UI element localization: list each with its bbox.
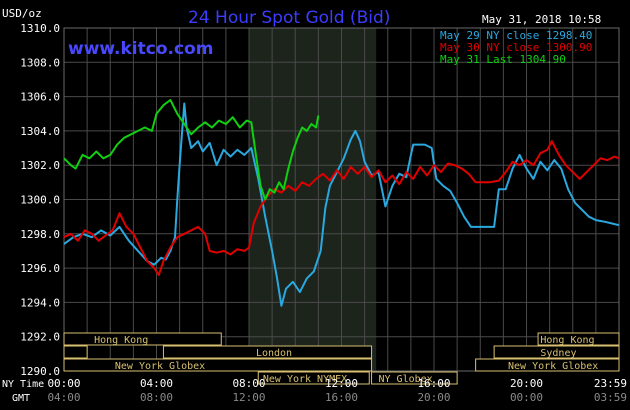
y-tick-label: 1308.0	[20, 56, 60, 69]
grid-layer	[63, 27, 620, 372]
x-tick-label-ny: 20:00	[510, 377, 543, 390]
y-tick-label: 1296.0	[20, 262, 60, 275]
session-label: New York Globex	[508, 361, 598, 372]
y-axis-unit-label: USD/oz	[2, 7, 42, 20]
x-tick-label-ny: 12:00	[325, 377, 358, 390]
x-tick-label-ny: 04:00	[140, 377, 173, 390]
chart-title: 24 Hour Spot Gold (Bid)	[188, 8, 390, 28]
x-tick-label-gmt: 20:00	[417, 391, 450, 404]
series-line-may29	[63, 102, 620, 307]
y-tick-label: 1306.0	[20, 91, 60, 104]
timestamp: May 31, 2018 10:58	[482, 13, 601, 26]
y-tick-label: 1304.0	[20, 125, 60, 138]
session-label: Hong Kong	[540, 335, 594, 346]
session-bar	[493, 345, 620, 359]
y-tick-label: 1310.0	[20, 22, 60, 35]
y-tick-label: 1294.0	[20, 296, 60, 309]
session-bar	[63, 345, 88, 359]
series-layer	[63, 99, 620, 307]
session-bar	[371, 371, 458, 385]
x-tick-label-ny: 00:00	[47, 377, 80, 390]
y-tick-label: 1298.0	[20, 228, 60, 241]
legend: May 29 NY close 1298.40 May 30 NY close …	[440, 29, 592, 66]
session-bar	[537, 332, 620, 346]
x-tick-label-ny: 08:00	[232, 377, 265, 390]
x-tick-label-ny: 23:59	[594, 377, 627, 390]
x-tick-label-gmt: 04:00	[47, 391, 80, 404]
session-label: NY Globex	[379, 374, 433, 385]
session-bar	[162, 345, 373, 359]
session-bar	[475, 358, 620, 372]
session-bar	[63, 332, 222, 346]
legend-entry-may31: May 31 Last 1304.90	[440, 53, 566, 66]
legend-entry-may29: May 29 NY close 1298.40	[440, 29, 592, 42]
session-label: Sydney	[540, 348, 576, 359]
x-tick-label-gmt: 12:00	[232, 391, 265, 404]
legend-entry-may30: May 30 NY close 1300.90	[440, 41, 592, 54]
axis-layer: 1290.0 1292.0 1294.0 1296.0 1298.0 1300.0 1302…	[20, 22, 627, 404]
gmt-label: GMT	[12, 393, 30, 404]
y-tick-label: 1290.0	[20, 365, 60, 378]
session-bar	[63, 358, 373, 372]
x-tick-label-ny: 16:00	[417, 377, 450, 390]
x-tick-label-gmt: 08:00	[140, 391, 173, 404]
session-label: New York NYMEX	[263, 374, 347, 385]
x-tick-label-gmt: 16:00	[325, 391, 358, 404]
session-label: Hong Kong	[94, 335, 148, 346]
session-label: New York Globex	[115, 361, 205, 372]
session-label: London	[256, 348, 292, 359]
session-bars-layer: New York NYMEX NY Globex New York Globex Ne…	[63, 332, 620, 385]
x-tick-label-gmt: 00:00	[510, 391, 543, 404]
y-tick-label: 1300.0	[20, 194, 60, 207]
x-tick-label-gmt: 03:59	[594, 391, 627, 404]
series-line-may30	[63, 140, 620, 276]
session-bar	[257, 371, 370, 385]
series-line-may31	[63, 99, 320, 201]
ny-time-label: NY Time	[2, 379, 44, 390]
y-tick-label: 1292.0	[20, 331, 60, 344]
y-tick-label: 1302.0	[20, 159, 60, 172]
website-label: www.kitco.com	[68, 39, 213, 59]
